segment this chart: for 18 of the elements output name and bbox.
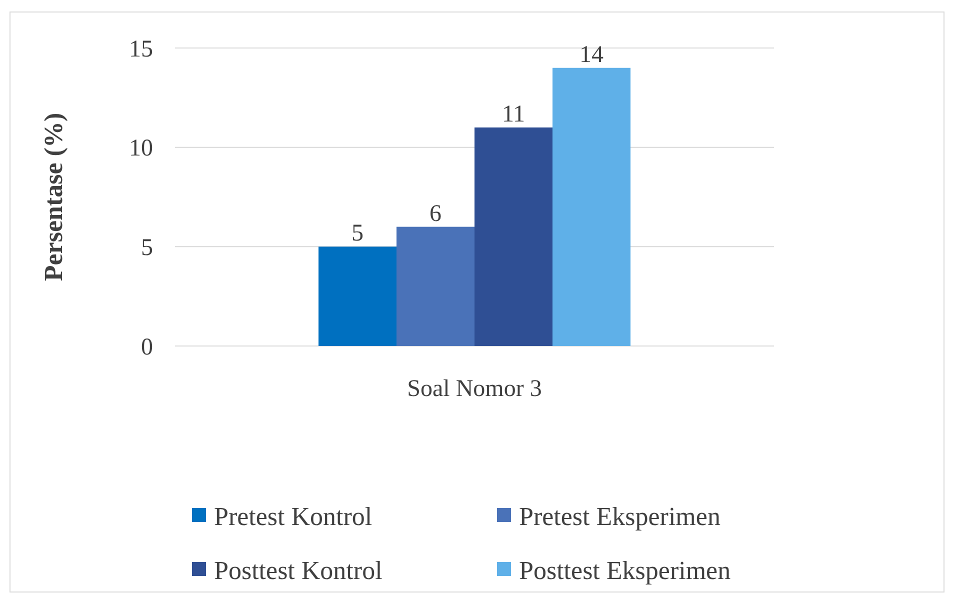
legend-label: Pretest Eksperimen [519,502,720,532]
data-label: 11 [502,101,526,128]
data-label: 6 [430,200,442,227]
data-label: 14 [580,42,604,68]
y-tick-label: 0 [141,334,153,360]
legend-label: Posttest Kontrol [214,556,382,586]
bar [474,127,552,346]
y-tick-label: 5 [141,235,153,262]
x-tick-label: Soal Nomor 3 [407,376,542,402]
bar [552,68,630,346]
y-axis-title: Persentase (%) [39,112,68,282]
bar [318,246,396,346]
legend-label: Posttest Eksperimen [519,556,731,586]
bar [396,226,474,346]
legend-label: Pretest Kontrol [214,502,372,532]
data-label: 5 [352,220,364,247]
y-tick-label: 15 [129,36,153,62]
y-tick-label: 10 [129,136,153,162]
